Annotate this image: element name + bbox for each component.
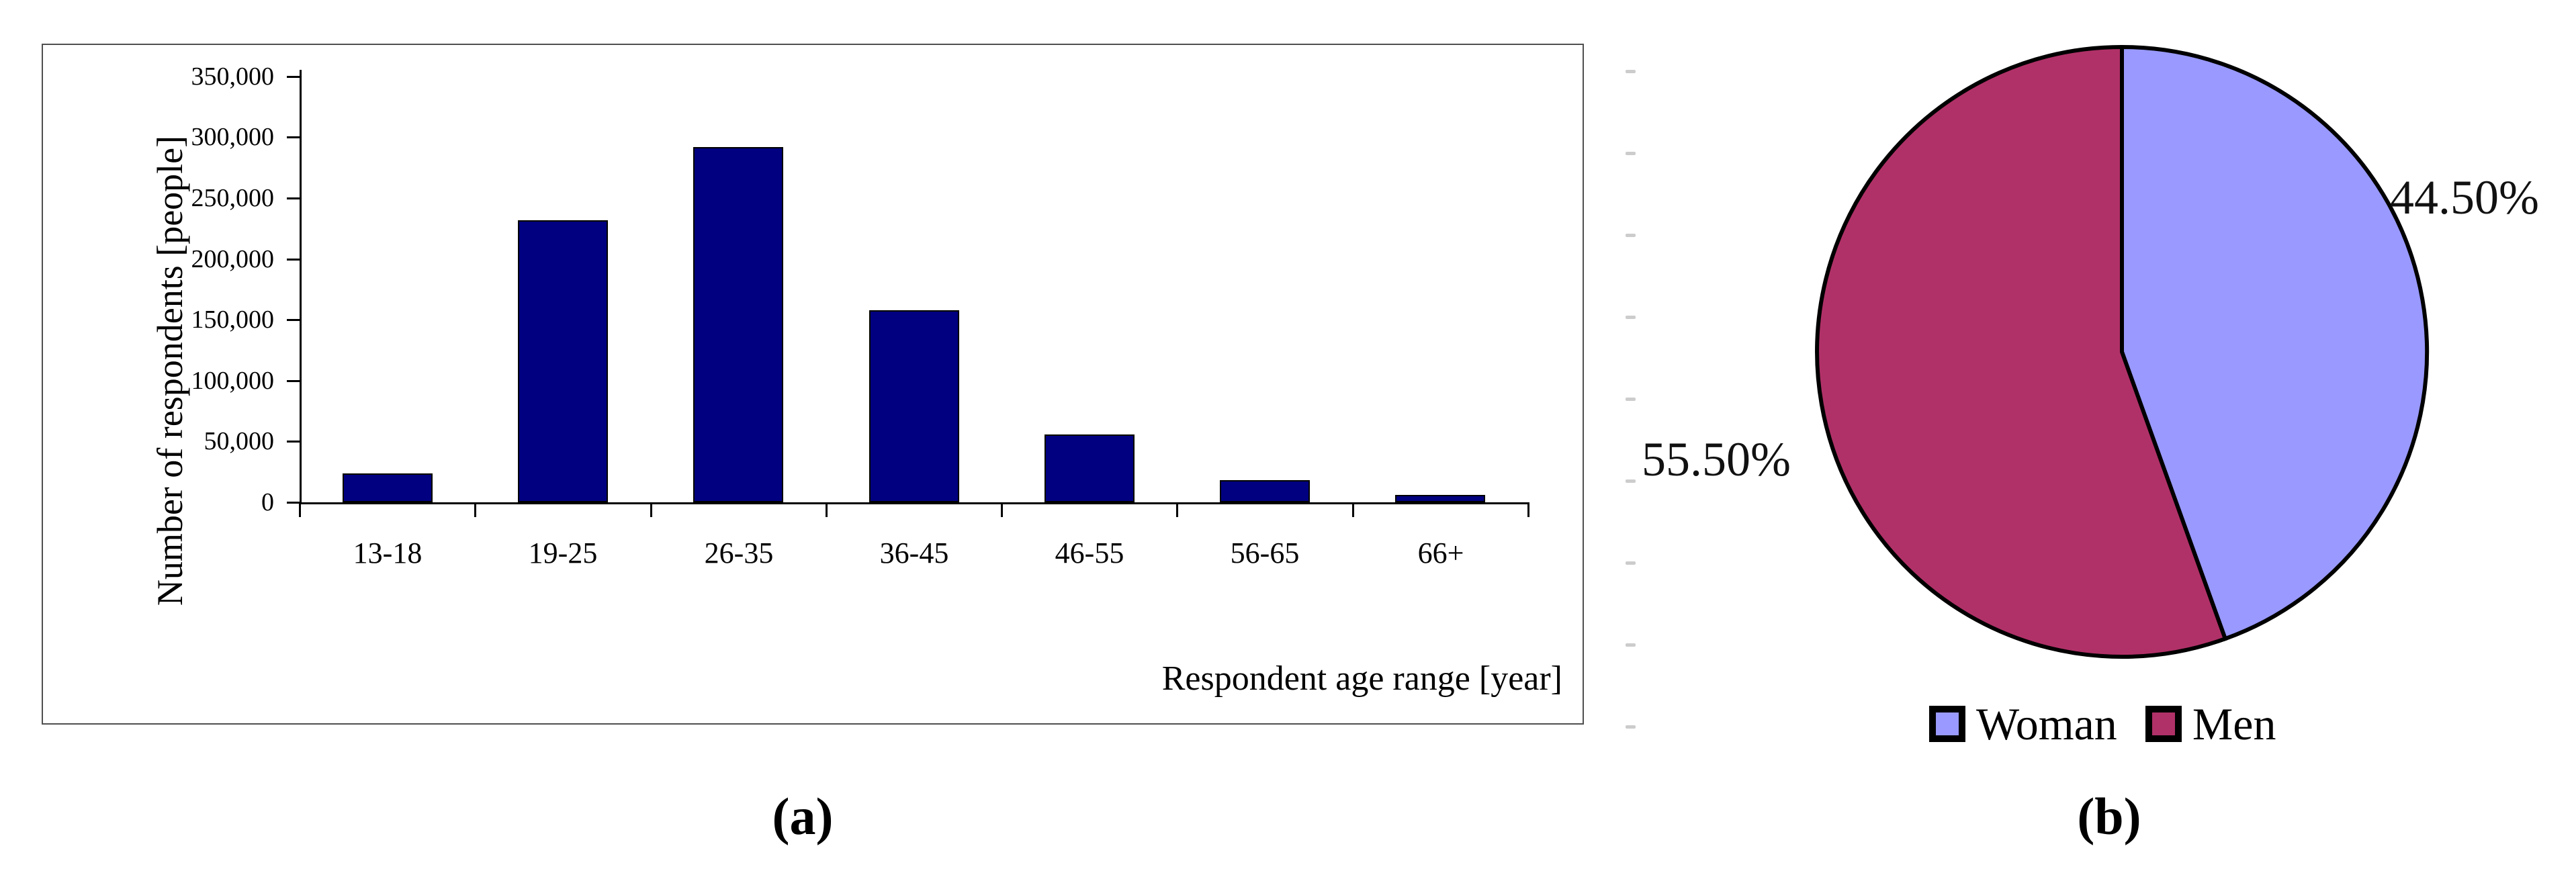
faint-tick-dash	[1626, 234, 1636, 237]
faint-tick-dash	[1626, 561, 1636, 565]
y-tick-mark	[287, 319, 301, 322]
x-tick-mark	[1351, 502, 1354, 517]
y-tick-label: 50,000	[204, 427, 275, 456]
faint-tick-dash	[1626, 725, 1636, 729]
y-axis-line	[300, 70, 302, 504]
x-tick-mark	[825, 502, 828, 517]
faint-tick-dash	[1626, 398, 1636, 401]
x-tick-mark	[1527, 502, 1529, 517]
caption-b: (b)	[2077, 787, 2141, 845]
faint-tick-dash	[1626, 479, 1636, 483]
legend-item-men: Men	[2145, 698, 2276, 749]
pie-legend: Woman Men	[1929, 698, 2276, 749]
pie-label-woman: 44.50%	[2390, 171, 2539, 224]
faint-tick-dash	[1626, 316, 1636, 319]
pie-slice-woman	[2120, 44, 2430, 642]
y-tick-mark	[287, 502, 301, 504]
category-label-56-65: 56-65	[1230, 537, 1300, 569]
bar-19-25	[518, 220, 608, 502]
y-tick-label: 300,000	[191, 123, 275, 152]
y-tick-mark	[287, 75, 301, 78]
bar-chart-panel: Number of respondents [people] Responden…	[42, 44, 1584, 725]
bar-36-45	[869, 310, 959, 502]
y-tick-mark	[287, 136, 301, 139]
x-axis-line	[300, 502, 1528, 504]
x-tick-mark	[474, 502, 477, 517]
bar-26-35	[693, 147, 783, 502]
y-tick-mark	[287, 379, 301, 382]
men-swatch-icon	[2145, 706, 2182, 742]
x-axis-title: Respondent age range [year]	[1161, 659, 1562, 698]
legend-label-men: Men	[2192, 698, 2276, 749]
category-label-26-35: 26-35	[704, 537, 774, 569]
y-tick-label: 150,000	[191, 306, 275, 334]
category-label-36-45: 36-45	[879, 537, 949, 569]
y-tick-label: 250,000	[191, 184, 275, 212]
bar-66+	[1395, 495, 1485, 502]
caption-a: (a)	[772, 787, 834, 845]
faint-tick-dash	[1626, 152, 1636, 155]
y-tick-label: 350,000	[191, 62, 275, 91]
y-tick-mark	[287, 197, 301, 199]
y-tick-mark	[287, 258, 301, 261]
pie-label-men: 55.50%	[1642, 432, 1791, 486]
x-tick-mark	[650, 502, 652, 517]
category-label-13-18: 13-18	[353, 537, 423, 569]
bar-56-65	[1220, 480, 1310, 502]
y-tick-mark	[287, 441, 301, 443]
faint-tick-dash	[1626, 70, 1636, 73]
y-tick-label: 0	[261, 488, 274, 516]
x-tick-mark	[1001, 502, 1004, 517]
legend-item-woman: Woman	[1929, 698, 2117, 749]
y-tick-label: 100,000	[191, 366, 275, 395]
y-tick-label: 200,000	[191, 244, 275, 273]
category-label-19-25: 19-25	[528, 537, 598, 569]
bar-13-18	[343, 473, 433, 502]
x-tick-mark	[1176, 502, 1179, 517]
category-label-66+: 66+	[1417, 537, 1464, 569]
category-label-46-55: 46-55	[1055, 537, 1124, 569]
woman-swatch-icon	[1929, 706, 1965, 742]
bar-46-55	[1045, 434, 1135, 502]
pie-chart	[1815, 44, 2430, 659]
x-tick-mark	[299, 502, 301, 517]
pie-slice-men	[1815, 44, 2228, 659]
legend-label-woman: Woman	[1976, 698, 2117, 749]
faint-tick-dash	[1626, 643, 1636, 647]
